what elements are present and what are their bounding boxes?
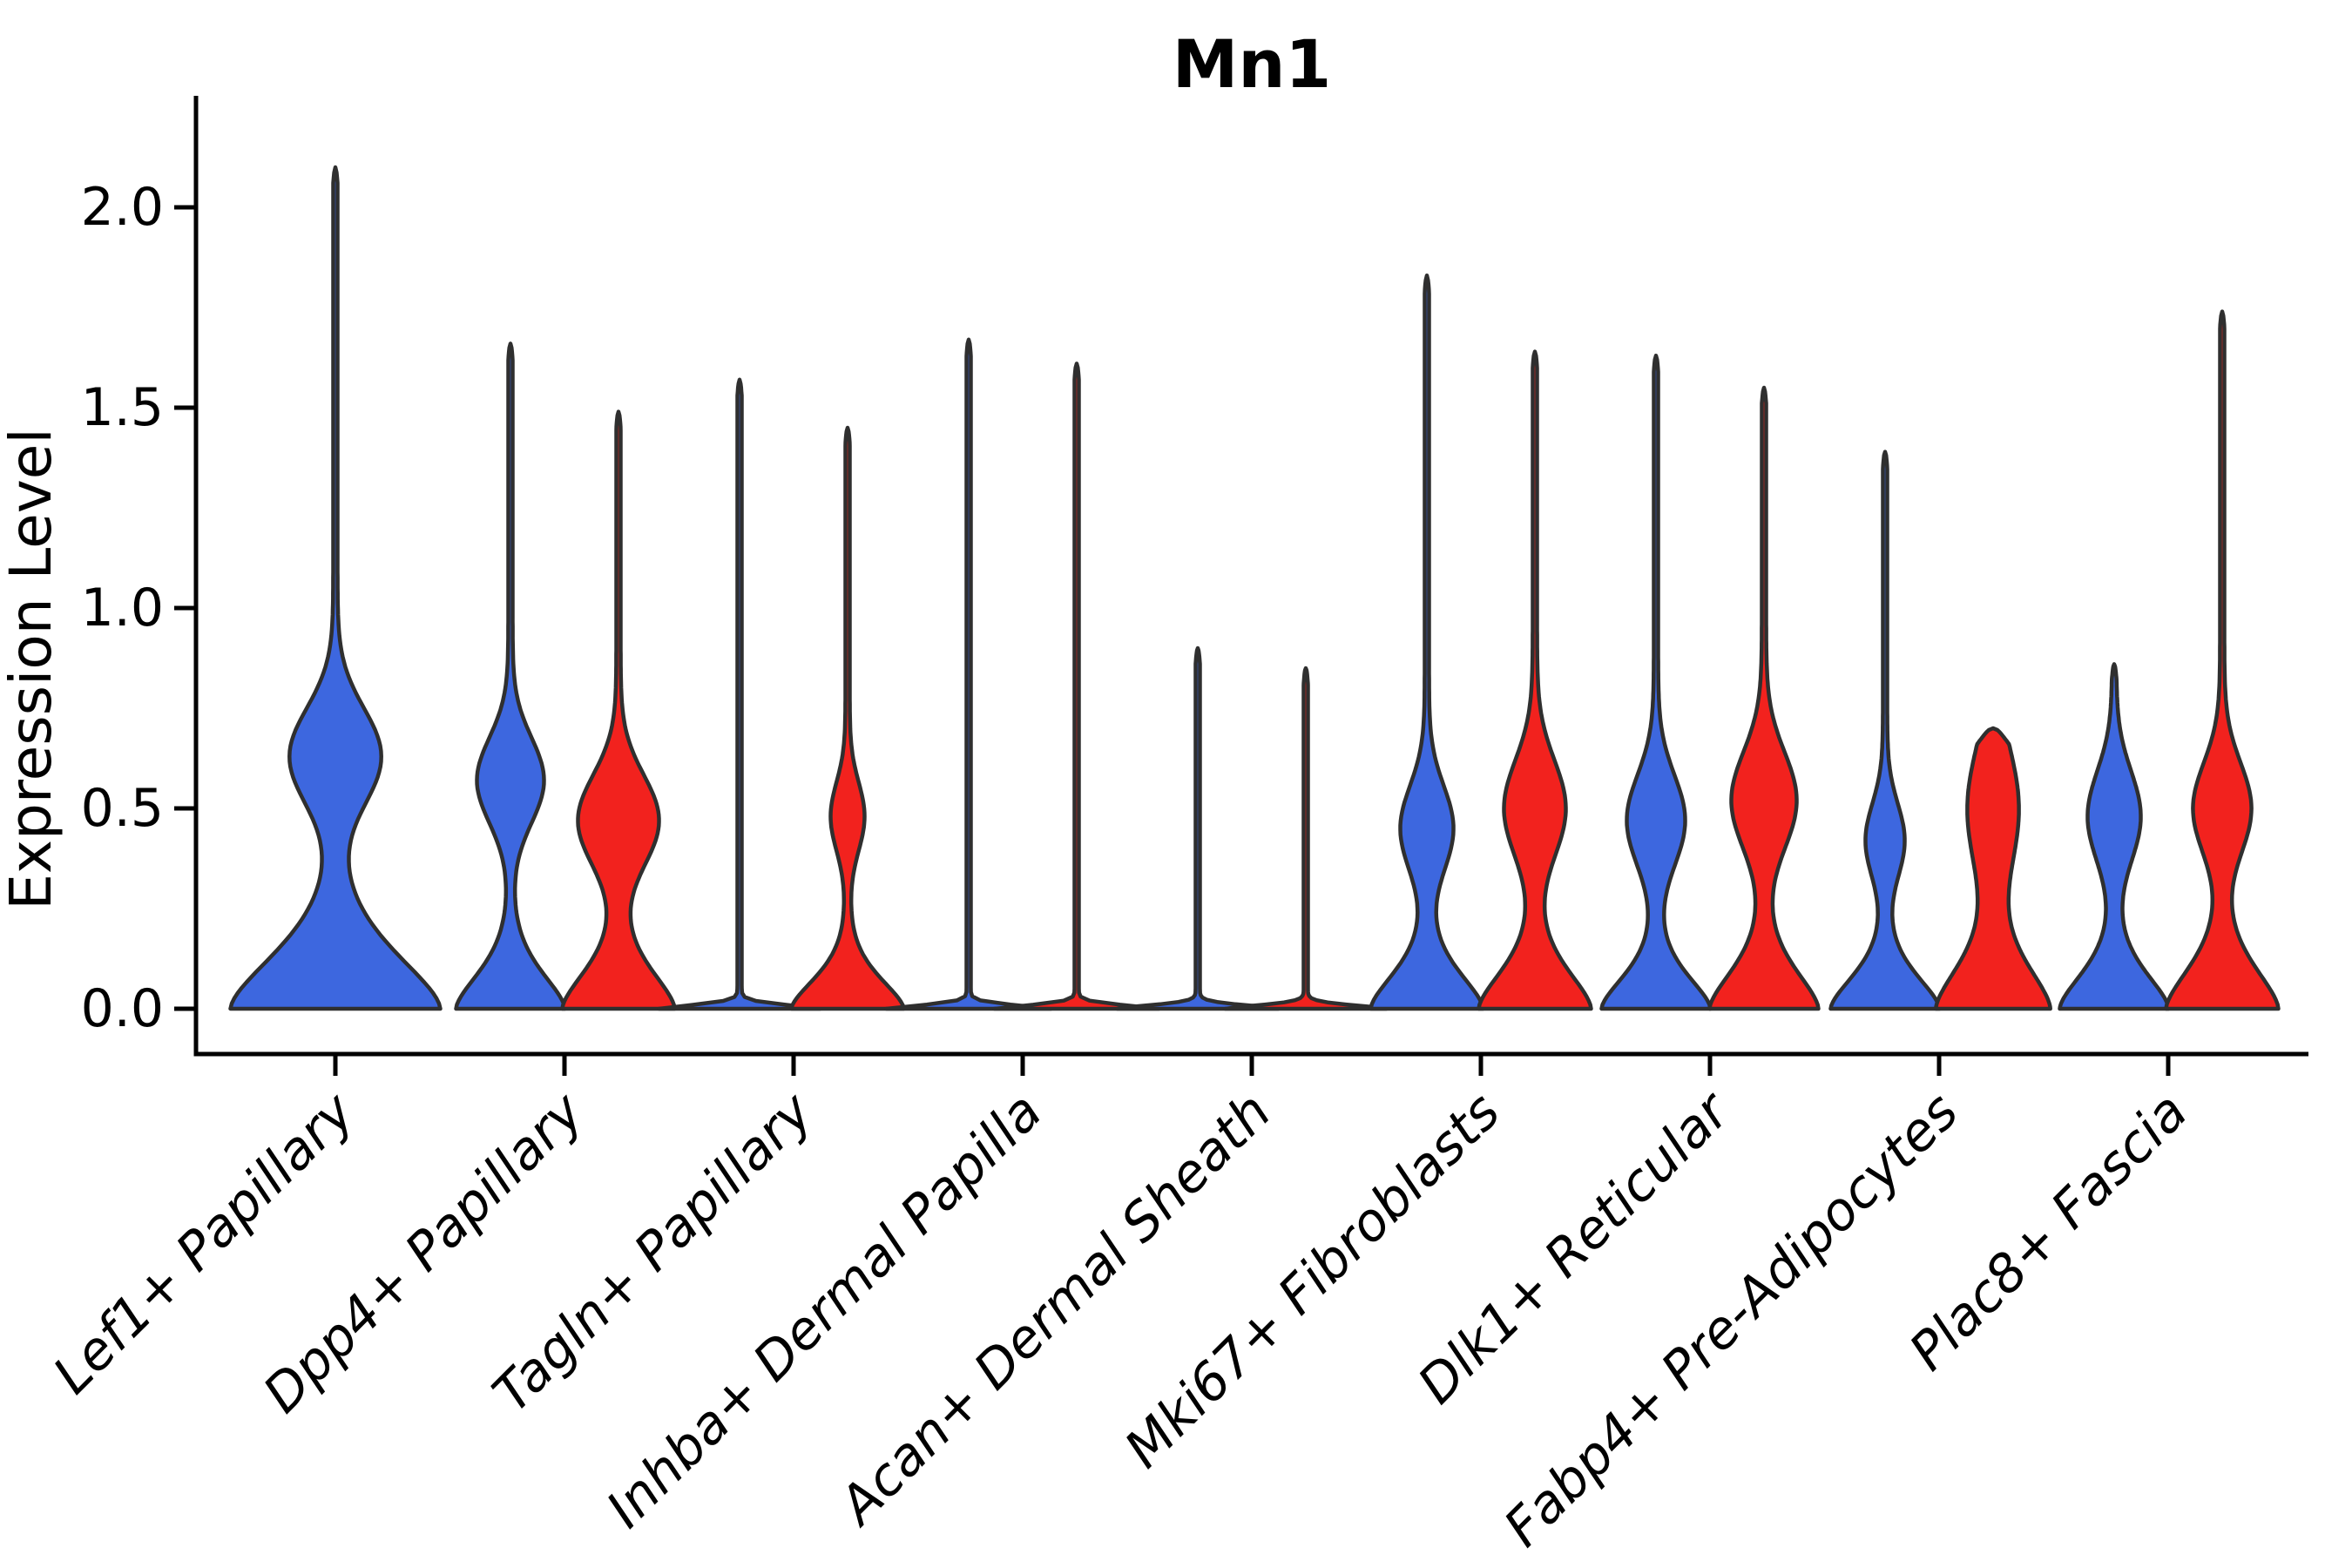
x-tick-label-fabp4-pre-adipocytes: Fabp4+ Pre-Adipocytes (1492, 1081, 1970, 1558)
violin-dpp4-papillary-blue (454, 341, 567, 1011)
violin-mki67-fibroblasts-blue (1369, 273, 1485, 1011)
violin-acan-dermal-sheath-blue (1115, 645, 1281, 1011)
chart-title: Mn1 (1173, 25, 1332, 103)
y-tick-label-1.5: 1.5 (81, 377, 164, 438)
x-tick-label-acan-dermal-sheath: Acan+ Dermal Sheath (826, 1081, 1283, 1538)
violin-tagln-papillary-red (789, 425, 906, 1011)
y-tick-label-0.0: 0.0 (81, 978, 164, 1039)
violin-plac8-fascia-blue (2058, 662, 2171, 1011)
y-tick-label-0.5: 0.5 (81, 778, 164, 839)
axis-spines (193, 96, 2308, 1057)
y-tick-label-1.0: 1.0 (81, 578, 164, 639)
violin-plac8-fascia-red (2164, 309, 2281, 1011)
violin-inhba-dermal-papilla-red (992, 362, 1161, 1011)
axes-spines (193, 96, 2308, 1057)
violin-inhba-dermal-papilla-blue (884, 337, 1053, 1011)
y-tick-label-2.0: 2.0 (81, 177, 164, 238)
y-axis-label: Expression Level (0, 428, 64, 909)
violin-fabp4-pre-adipocytes-blue (1828, 449, 1942, 1011)
violin-fabp4-pre-adipocytes-red (1934, 726, 2052, 1011)
violin-dlk1-reticular-blue (1599, 353, 1713, 1011)
x-tick-label-mki67-fibroblasts: Mki67+ Fibroblasts (1113, 1081, 1512, 1480)
violins-group (228, 165, 2281, 1011)
violin-lef1-papillary-blue (228, 165, 443, 1011)
x-tick-label-inhba-dermal-papilla: Inhba+ Dermal Papilla (595, 1081, 1053, 1539)
y-axis-ticks: 0.0 0.5 1.0 1.5 2.0 (81, 177, 196, 1039)
violin-mki67-fibroblasts-red (1477, 349, 1593, 1011)
violin-dlk1-reticular-red (1707, 385, 1821, 1011)
violin-tagln-papillary-blue (657, 377, 822, 1011)
violin-acan-dermal-sheath-red (1223, 666, 1389, 1011)
violin-dpp4-papillary-red (560, 409, 677, 1011)
